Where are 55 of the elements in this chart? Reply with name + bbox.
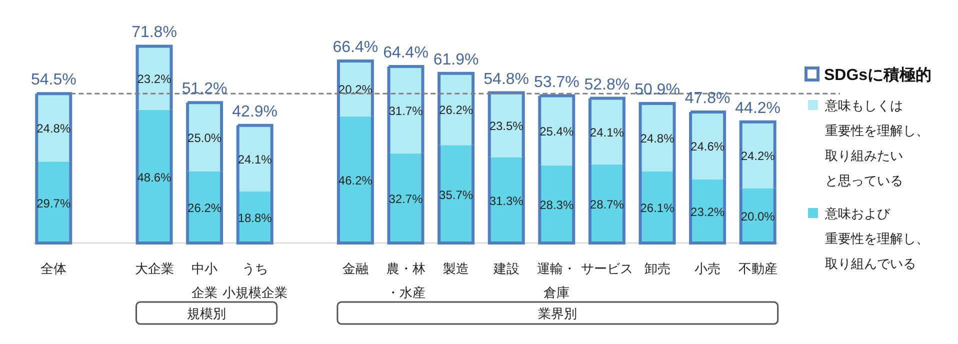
data-label: 35.7%: [439, 188, 474, 202]
data-label: 31.7%: [388, 104, 424, 118]
x-tick-label: うち小規模企業: [222, 261, 288, 300]
data-label: 48.6%: [137, 170, 172, 184]
total-label: 42.9%: [232, 103, 278, 120]
total-label: 54.8%: [484, 70, 530, 88]
x-tick-label: 大企業: [134, 261, 174, 276]
data-label: 31.3%: [489, 194, 524, 208]
x-tick-label: 金融: [342, 261, 368, 276]
legend-item: 意味もしくは重要性を理解し、取り組みたいと思っている: [808, 98, 929, 188]
data-label: 24.8%: [640, 131, 675, 146]
x-tick-label: 全体: [40, 261, 67, 276]
legend-item: 意味および重要性を理解し、取り組んでいる: [808, 206, 929, 271]
data-label: 24.2%: [740, 149, 776, 164]
data-label: 23.5%: [489, 119, 524, 133]
total-label: 47.8%: [684, 90, 730, 107]
data-label: 25.4%: [540, 124, 574, 139]
data-label: 18.8%: [238, 211, 272, 226]
data-label: 26.2%: [188, 201, 222, 216]
total-label: 51.2%: [182, 80, 228, 98]
data-label: 24.8%: [36, 122, 71, 136]
data-label: 20.2%: [338, 82, 373, 97]
total-label: 53.7%: [534, 74, 580, 91]
total-label: 66.4%: [332, 39, 378, 56]
total-label: 61.9%: [433, 51, 479, 68]
data-label: 29.7%: [36, 196, 71, 210]
data-label: 46.2%: [338, 174, 373, 188]
data-label: 20.0%: [740, 210, 776, 224]
data-label: 26.1%: [640, 201, 675, 216]
total-label: 50.9%: [634, 81, 680, 98]
data-label: 23.2%: [137, 72, 172, 86]
x-tick-label: 農・林・水産: [386, 261, 426, 300]
data-label: 26.2%: [439, 103, 474, 118]
x-tick-label: 不動産: [738, 261, 778, 276]
data-label: 24.6%: [690, 140, 725, 154]
data-label: 32.7%: [388, 192, 424, 206]
data-label: 24.1%: [238, 152, 272, 166]
x-tick-label: サービス: [580, 261, 633, 276]
total-label: 64.4%: [383, 44, 428, 62]
total-label: 52.8%: [584, 76, 630, 94]
data-label: 28.7%: [590, 198, 624, 212]
data-label: 25.0%: [188, 130, 222, 145]
data-label: 24.1%: [590, 125, 624, 140]
legend-title: SDGsに積極的: [824, 66, 932, 84]
x-tick-label: 製造: [443, 261, 470, 276]
x-tick-label: 卸売: [644, 261, 670, 276]
x-tick-label: 小売: [694, 261, 721, 276]
total-label: 44.2%: [735, 100, 781, 117]
total-label: 71.8%: [132, 24, 177, 42]
x-tick-label: 運輸・倉庫: [537, 261, 576, 300]
data-label: 23.2%: [690, 205, 725, 220]
data-label: 28.3%: [540, 198, 574, 212]
x-tick-label: 中小企業: [192, 261, 218, 300]
x-tick-label: 建設: [492, 261, 520, 276]
total-label: 54.5%: [30, 72, 76, 89]
